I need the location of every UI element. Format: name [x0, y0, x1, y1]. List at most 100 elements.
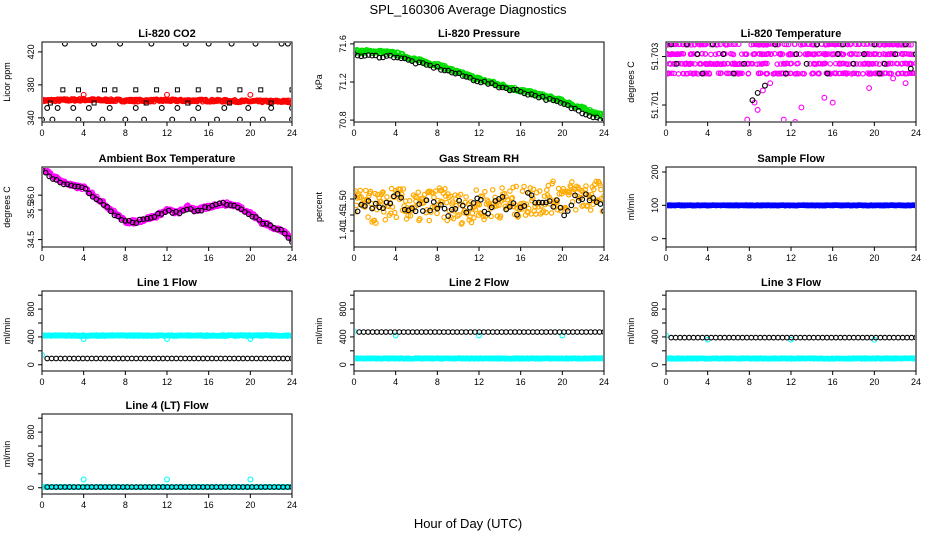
data-point	[372, 200, 379, 207]
data-point	[723, 70, 730, 77]
data-point	[147, 215, 154, 221]
data-point	[591, 186, 597, 193]
panel-title: Line 1 Flow	[137, 277, 197, 289]
y-axis-label: degrees C	[2, 186, 12, 228]
data-point	[547, 196, 554, 203]
x-tick-label: 20	[245, 377, 255, 387]
data-point	[503, 206, 510, 213]
series-black-curve	[355, 189, 603, 219]
data-point	[252, 214, 259, 221]
data-point	[499, 185, 505, 191]
data-point	[756, 61, 763, 67]
data-layer	[355, 328, 603, 362]
series-red-dense	[43, 95, 291, 106]
data-point	[470, 200, 477, 206]
data-point	[908, 43, 914, 48]
panel-title: Line 2 Flow	[449, 277, 509, 289]
data-point	[471, 215, 477, 221]
data-point	[104, 204, 111, 210]
data-point	[289, 239, 291, 245]
x-tick-label: 12	[474, 377, 484, 387]
data-point	[561, 101, 567, 107]
data-point	[133, 220, 140, 226]
x-tick-label: 24	[911, 253, 921, 263]
data-point	[443, 199, 450, 206]
data-point	[444, 217, 451, 224]
x-tick-label: 0	[39, 377, 44, 387]
data-point	[737, 70, 744, 77]
data-point	[568, 105, 575, 112]
data-point	[247, 91, 254, 98]
data-point	[840, 70, 847, 77]
data-point	[435, 202, 442, 208]
y-tick-label: 51.701	[650, 91, 660, 119]
data-point	[809, 71, 815, 77]
data-point	[894, 71, 901, 77]
series-cyan-dense	[355, 355, 603, 362]
data-point	[850, 60, 857, 67]
x-tick-label: 20	[557, 253, 567, 263]
data-point	[702, 70, 709, 77]
data-point	[97, 198, 103, 204]
data-point	[730, 70, 737, 77]
panel-title: Line 3 Flow	[761, 277, 821, 289]
data-point	[415, 189, 422, 196]
x-tick-label: 12	[162, 253, 172, 263]
data-point	[154, 87, 160, 93]
panel-8: Line 2 Flow ml/min 0 4 8 12 16 20 24 0 400 800	[314, 277, 609, 387]
series-blue-dense	[667, 202, 915, 209]
data-point	[840, 43, 847, 48]
data-point	[587, 207, 594, 213]
data-point	[738, 51, 745, 57]
data-point	[543, 187, 550, 193]
data-point	[673, 51, 679, 57]
data-point	[417, 215, 423, 222]
data-point	[401, 206, 408, 213]
data-point	[467, 204, 473, 211]
data-point	[827, 61, 834, 67]
data-point	[416, 59, 423, 66]
data-point	[382, 216, 389, 223]
data-point	[82, 185, 89, 192]
data-point	[278, 226, 284, 233]
data-point	[527, 185, 534, 191]
data-point	[840, 60, 846, 67]
data-point	[890, 43, 896, 48]
data-point	[853, 70, 860, 77]
data-point	[499, 84, 506, 91]
x-tick-label: 20	[869, 253, 879, 263]
data-point	[44, 105, 51, 111]
data-point	[709, 43, 716, 48]
data-point	[823, 43, 829, 47]
data-point	[357, 187, 364, 194]
data-point	[771, 70, 778, 77]
data-point	[285, 235, 291, 241]
data-point	[543, 209, 549, 216]
data-point	[358, 53, 365, 60]
data-point	[430, 199, 437, 205]
data-point	[380, 189, 386, 195]
data-point	[722, 43, 729, 48]
data-point	[901, 43, 907, 48]
data-point	[913, 355, 915, 361]
data-point	[759, 51, 766, 58]
data-point	[515, 213, 522, 219]
series-magenta-dense	[43, 168, 291, 243]
data-point	[213, 201, 219, 208]
y-axis-label: kPa	[314, 74, 324, 90]
data-point	[882, 51, 889, 58]
x-tick-label: 4	[81, 128, 86, 138]
data-point	[530, 186, 537, 192]
data-point	[355, 209, 358, 215]
data-point	[223, 202, 230, 208]
data-point	[228, 43, 235, 47]
data-layer	[355, 178, 603, 227]
data-point	[355, 208, 361, 215]
data-point	[795, 71, 802, 77]
data-point	[136, 216, 143, 223]
data-point	[107, 208, 114, 215]
data-point	[893, 60, 900, 67]
data-point	[185, 100, 191, 106]
data-point	[698, 61, 704, 67]
data-point	[828, 43, 835, 47]
